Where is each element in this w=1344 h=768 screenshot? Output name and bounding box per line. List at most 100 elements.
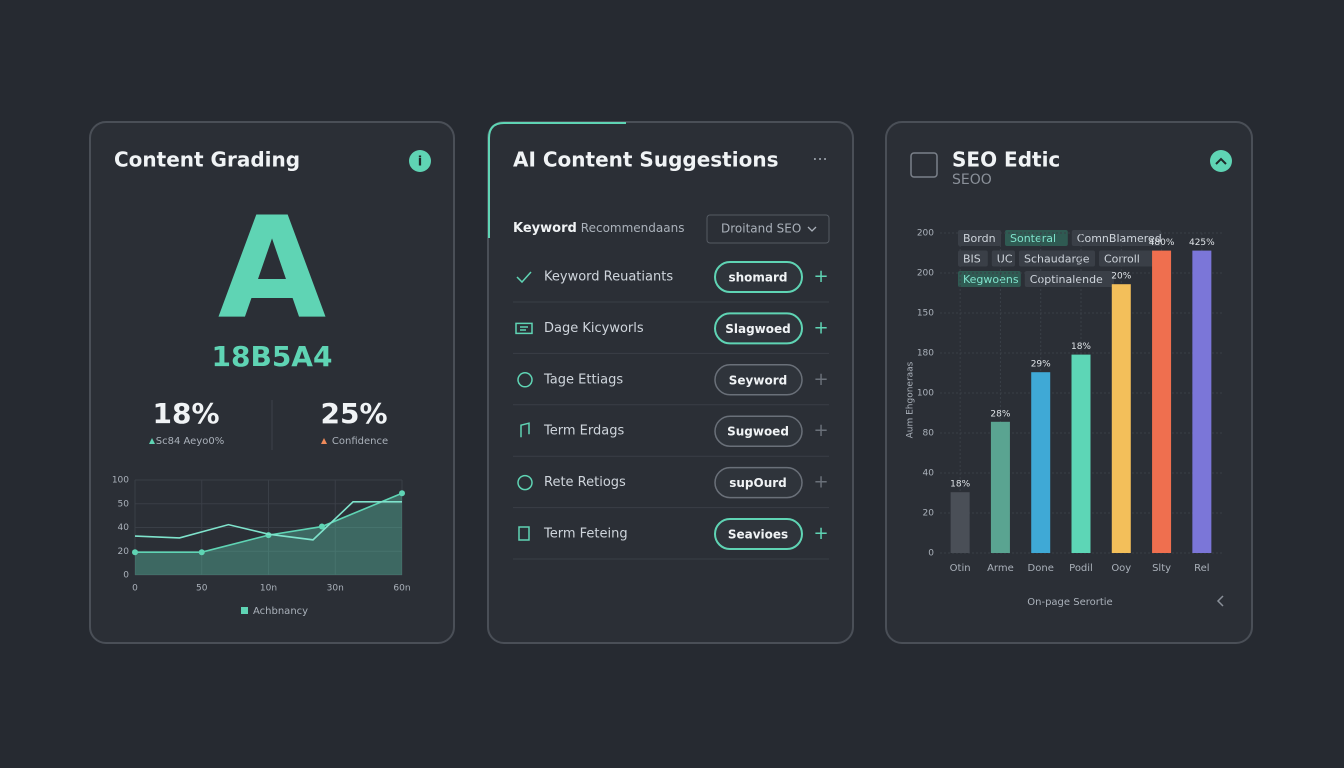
bar bbox=[1071, 354, 1091, 553]
stat-label: Confidence bbox=[332, 436, 388, 447]
add-button[interactable]: + bbox=[813, 472, 828, 493]
button-text: Seyword bbox=[729, 373, 787, 387]
bar-label: 425% bbox=[1189, 238, 1215, 248]
tag bbox=[958, 250, 988, 267]
x-tick-label: Podil bbox=[1069, 563, 1093, 574]
x-tick-label: Done bbox=[1028, 563, 1054, 574]
button-text: Slagwoed bbox=[725, 322, 791, 336]
bar bbox=[1192, 250, 1212, 553]
button-text: Seavioes bbox=[728, 528, 788, 542]
x-tick-label: Ooy bbox=[1111, 563, 1131, 574]
title: Content Grading bbox=[114, 148, 300, 172]
y-tick-label: 200 bbox=[917, 229, 934, 239]
grade-code: 18B5A4 bbox=[212, 340, 333, 373]
button-text: shomard bbox=[728, 271, 787, 285]
label-rest: Recommendaans bbox=[581, 221, 685, 235]
add-button[interactable]: + bbox=[813, 369, 828, 390]
row-button[interactable] bbox=[714, 261, 803, 293]
label-bold: Keyword bbox=[513, 221, 577, 236]
add-button[interactable]: + bbox=[813, 523, 828, 544]
doc-icon bbox=[910, 152, 938, 178]
row-button[interactable] bbox=[714, 466, 803, 499]
tag-text: Coptinalende bbox=[1030, 273, 1103, 286]
panel bbox=[487, 121, 854, 644]
y-tick-label: 50 bbox=[118, 499, 130, 509]
tag bbox=[1024, 271, 1114, 287]
row-icon bbox=[515, 322, 533, 335]
more-menu[interactable]: ··· bbox=[812, 150, 827, 169]
tag-text: BIS bbox=[963, 253, 981, 266]
info-icon[interactable] bbox=[409, 150, 431, 172]
tag-text: Kegwoens bbox=[963, 273, 1019, 286]
button-text: Sugwoed bbox=[727, 425, 789, 439]
row-icon bbox=[517, 474, 533, 491]
tag bbox=[1005, 230, 1068, 246]
y-tick-label: 150 bbox=[917, 309, 934, 319]
add-button[interactable]: + bbox=[813, 317, 828, 338]
tag bbox=[1019, 250, 1095, 267]
bar bbox=[1111, 284, 1131, 553]
row-button[interactable] bbox=[714, 415, 803, 447]
row-button[interactable] bbox=[714, 518, 803, 550]
accent bbox=[488, 122, 626, 238]
bar bbox=[1031, 372, 1051, 553]
tag bbox=[1099, 250, 1156, 267]
add-button[interactable]: + bbox=[813, 420, 828, 441]
title: AI Content Suggestions bbox=[513, 148, 778, 172]
tag-text: Schaudarge bbox=[1024, 253, 1090, 266]
point bbox=[399, 490, 405, 497]
stat-value: 25% bbox=[320, 397, 387, 430]
row-icon bbox=[517, 372, 533, 388]
tag bbox=[1071, 230, 1161, 246]
stat-value: 18% bbox=[152, 397, 219, 430]
tag bbox=[958, 271, 1021, 287]
up-icon bbox=[321, 438, 327, 444]
point bbox=[132, 549, 138, 556]
info-glyph: i bbox=[418, 155, 422, 170]
tag bbox=[958, 230, 1001, 246]
dropdown[interactable] bbox=[706, 214, 830, 244]
legend-swatch bbox=[241, 607, 248, 614]
y-tick-label: 40 bbox=[118, 523, 130, 533]
row-icon bbox=[516, 271, 532, 284]
row-icon bbox=[520, 422, 530, 438]
row-button[interactable] bbox=[714, 312, 803, 345]
bar-label: 480% bbox=[1149, 238, 1175, 248]
x-tick-label: 30n bbox=[327, 584, 344, 594]
x-tick-label: Rel bbox=[1194, 563, 1209, 574]
row-label: Tage Ettiags bbox=[543, 372, 623, 387]
x-tick-label: 50 bbox=[196, 584, 208, 594]
tag-text: ComnBlamered bbox=[1077, 232, 1162, 245]
back-icon[interactable] bbox=[1216, 595, 1224, 607]
grade: A bbox=[218, 188, 326, 351]
title: SEO Edtic bbox=[952, 148, 1060, 172]
x-tick-label: 0 bbox=[132, 584, 138, 594]
tag-text: Corroll bbox=[1104, 253, 1140, 266]
x-tick-label: Arme bbox=[987, 563, 1014, 574]
bar bbox=[1152, 250, 1172, 553]
collapse-icon[interactable] bbox=[1210, 150, 1232, 172]
point bbox=[198, 549, 205, 556]
section-label: Keyword Recommendaans bbox=[513, 221, 684, 236]
bar-label: 18% bbox=[950, 480, 970, 490]
y-tick-label: 100 bbox=[917, 389, 934, 399]
bar-label: 18% bbox=[1071, 342, 1091, 352]
add-button[interactable]: + bbox=[813, 266, 828, 287]
row-label: Rete Retiogs bbox=[544, 475, 626, 490]
row-label: Dage Kicyworls bbox=[544, 321, 644, 336]
row-button[interactable] bbox=[714, 364, 803, 396]
chevron bbox=[807, 226, 817, 232]
tag-text: Sonteral bbox=[1010, 232, 1056, 245]
bar-label: 29% bbox=[1031, 360, 1051, 370]
row-label: Keyword Reuatiants bbox=[544, 270, 673, 285]
row-label: Term Erdags bbox=[543, 424, 624, 439]
up-icon bbox=[149, 438, 155, 444]
x-tick-label: 60n bbox=[393, 584, 410, 594]
y-tick-label: 180 bbox=[917, 349, 934, 359]
x-tick-label: Otin bbox=[950, 563, 971, 574]
point bbox=[318, 523, 325, 530]
x-tick-label: Slty bbox=[1152, 563, 1171, 574]
button-text: supOurd bbox=[729, 476, 787, 490]
